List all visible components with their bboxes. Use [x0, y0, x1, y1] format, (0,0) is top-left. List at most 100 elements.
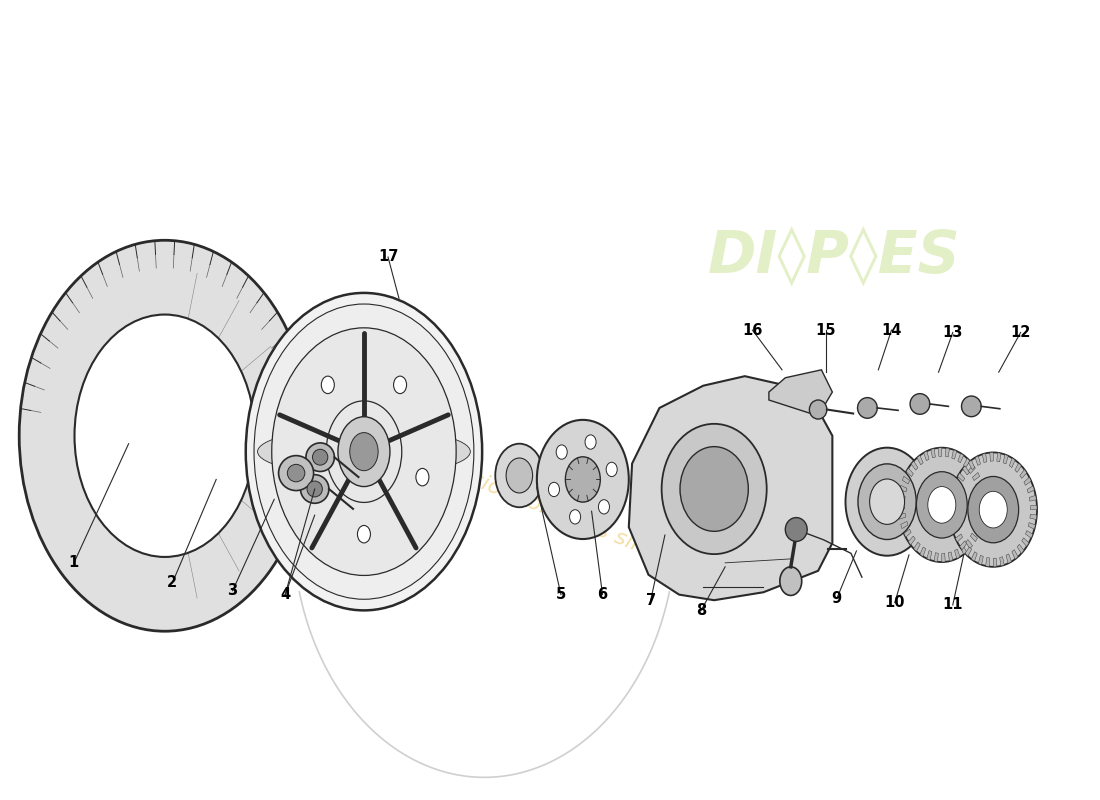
- Polygon shape: [917, 455, 923, 465]
- Polygon shape: [924, 451, 930, 461]
- Text: 11: 11: [943, 598, 962, 613]
- Ellipse shape: [278, 456, 314, 490]
- Polygon shape: [953, 526, 959, 534]
- Ellipse shape: [870, 479, 904, 524]
- Text: a passion for parts since 1985: a passion for parts since 1985: [412, 447, 732, 591]
- Ellipse shape: [549, 482, 560, 497]
- Ellipse shape: [272, 328, 456, 575]
- Ellipse shape: [338, 417, 389, 486]
- Polygon shape: [970, 533, 978, 542]
- Polygon shape: [986, 558, 990, 566]
- Polygon shape: [927, 550, 932, 560]
- Ellipse shape: [321, 376, 334, 394]
- Polygon shape: [949, 500, 957, 505]
- Polygon shape: [993, 558, 997, 567]
- Polygon shape: [1000, 557, 1004, 566]
- Polygon shape: [920, 547, 926, 557]
- Ellipse shape: [927, 486, 956, 523]
- Polygon shape: [900, 486, 906, 492]
- Text: 4: 4: [280, 587, 290, 602]
- Ellipse shape: [245, 293, 482, 610]
- Text: 10: 10: [884, 595, 905, 610]
- Text: DI◊P◊ES: DI◊P◊ES: [708, 227, 961, 287]
- Polygon shape: [962, 466, 969, 475]
- Ellipse shape: [75, 314, 255, 557]
- Ellipse shape: [257, 428, 471, 475]
- Polygon shape: [898, 505, 904, 510]
- Polygon shape: [990, 453, 993, 461]
- Polygon shape: [1027, 486, 1034, 493]
- Text: 17: 17: [377, 250, 398, 265]
- Polygon shape: [899, 514, 905, 519]
- Polygon shape: [1010, 458, 1015, 467]
- Ellipse shape: [19, 240, 310, 631]
- Polygon shape: [950, 518, 957, 524]
- Polygon shape: [979, 500, 986, 505]
- Polygon shape: [965, 547, 971, 556]
- Text: 1: 1: [69, 555, 79, 570]
- Polygon shape: [966, 539, 972, 549]
- Polygon shape: [1018, 544, 1024, 554]
- Polygon shape: [938, 448, 942, 456]
- Ellipse shape: [979, 491, 1008, 528]
- Polygon shape: [899, 495, 905, 500]
- Polygon shape: [931, 449, 935, 458]
- Ellipse shape: [394, 376, 407, 394]
- Text: 15: 15: [815, 322, 836, 338]
- Ellipse shape: [598, 500, 609, 514]
- Ellipse shape: [858, 464, 916, 539]
- Polygon shape: [955, 534, 962, 542]
- Polygon shape: [769, 370, 833, 416]
- Polygon shape: [979, 510, 986, 514]
- Polygon shape: [968, 460, 975, 470]
- Polygon shape: [904, 529, 911, 538]
- Polygon shape: [960, 545, 967, 554]
- Polygon shape: [958, 473, 965, 482]
- Polygon shape: [1024, 478, 1031, 486]
- Polygon shape: [914, 542, 921, 551]
- Ellipse shape: [810, 400, 827, 419]
- Polygon shape: [1012, 550, 1018, 559]
- Polygon shape: [954, 481, 961, 489]
- Ellipse shape: [846, 448, 928, 556]
- Polygon shape: [978, 490, 984, 497]
- Polygon shape: [952, 450, 957, 459]
- Polygon shape: [1025, 530, 1033, 538]
- Text: 12: 12: [1011, 325, 1031, 340]
- Text: 16: 16: [742, 322, 762, 338]
- Polygon shape: [964, 458, 970, 468]
- Text: 13: 13: [943, 325, 962, 340]
- Ellipse shape: [306, 443, 334, 471]
- Polygon shape: [906, 468, 913, 477]
- Polygon shape: [955, 549, 960, 558]
- Ellipse shape: [416, 469, 429, 486]
- Ellipse shape: [565, 457, 601, 502]
- Ellipse shape: [661, 424, 767, 554]
- Polygon shape: [1028, 522, 1035, 529]
- Text: 2: 2: [167, 575, 177, 590]
- Ellipse shape: [300, 474, 329, 503]
- Ellipse shape: [780, 567, 802, 595]
- Ellipse shape: [287, 464, 305, 482]
- Ellipse shape: [785, 518, 807, 542]
- Polygon shape: [1030, 514, 1037, 519]
- Ellipse shape: [506, 458, 532, 493]
- Polygon shape: [958, 454, 964, 462]
- Polygon shape: [978, 555, 983, 565]
- Ellipse shape: [299, 469, 312, 486]
- Ellipse shape: [312, 450, 328, 465]
- Polygon shape: [934, 553, 938, 562]
- Polygon shape: [977, 518, 985, 525]
- Text: 8: 8: [696, 603, 706, 618]
- Text: 9: 9: [832, 591, 842, 606]
- Polygon shape: [1030, 495, 1036, 501]
- Ellipse shape: [916, 472, 967, 538]
- Ellipse shape: [585, 435, 596, 449]
- Polygon shape: [952, 490, 958, 497]
- Ellipse shape: [495, 444, 543, 507]
- Text: 7: 7: [646, 593, 656, 608]
- Ellipse shape: [858, 398, 877, 418]
- Ellipse shape: [570, 510, 581, 524]
- Ellipse shape: [350, 433, 378, 470]
- Ellipse shape: [949, 453, 1037, 567]
